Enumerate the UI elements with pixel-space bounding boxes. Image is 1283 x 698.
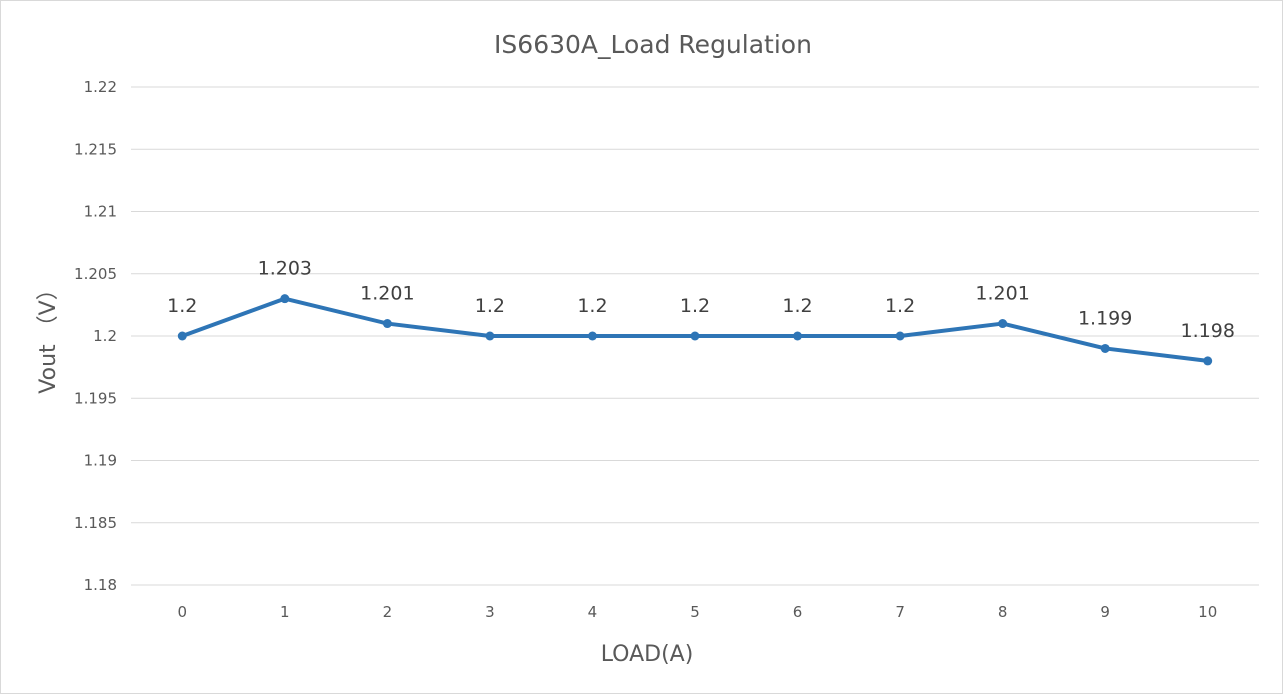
data-point — [587, 331, 597, 341]
y-axis-label: Vout （V） — [36, 278, 61, 393]
data-label: 1.2 — [885, 295, 915, 317]
data-point — [1203, 356, 1213, 366]
data-label: 1.198 — [1181, 320, 1235, 342]
x-tick-label: 10 — [1198, 603, 1217, 621]
y-tick-label: 1.21 — [84, 203, 117, 221]
data-label: 1.2 — [577, 295, 607, 317]
chart-title: IS6630A_Load Regulation — [494, 30, 812, 59]
x-tick-label: 6 — [793, 603, 803, 621]
data-label: 1.2 — [475, 295, 505, 317]
data-point — [998, 319, 1008, 329]
data-label: 1.2 — [167, 295, 197, 317]
y-tick-label: 1.185 — [74, 514, 117, 532]
x-tick-label: 8 — [998, 603, 1008, 621]
x-tick-label: 0 — [177, 603, 187, 621]
x-tick-label: 1 — [280, 603, 290, 621]
y-tick-label: 1.22 — [84, 78, 117, 96]
y-tick-label: 1.195 — [74, 389, 117, 407]
data-label: 1.201 — [360, 283, 414, 305]
data-labels: 1.2 1.203 1.201 1.2 1.2 1.2 1.2 1.2 1.201 1.199 1.… — [167, 258, 1235, 342]
data-point — [690, 331, 700, 341]
x-tick-label: 4 — [588, 603, 598, 621]
x-tick-label: 2 — [383, 603, 393, 621]
data-label: 1.199 — [1078, 307, 1132, 329]
x-axis-ticks: 0 1 2 3 4 5 6 7 8 9 10 — [177, 603, 1217, 621]
y-tick-label: 1.215 — [74, 140, 117, 158]
y-tick-label: 1.18 — [84, 576, 117, 594]
data-point — [793, 331, 803, 341]
x-tick-label: 5 — [690, 603, 700, 621]
x-tick-label: 9 — [1100, 603, 1110, 621]
series-line — [177, 294, 1213, 366]
y-axis-ticks: 1.18 1.185 1.19 1.195 1.2 1.205 1.21 1.215 1.22 — [74, 78, 117, 594]
data-point — [177, 331, 187, 341]
data-point — [895, 331, 905, 341]
data-label: 1.2 — [782, 295, 812, 317]
data-label: 1.2 — [680, 295, 710, 317]
data-point — [485, 331, 495, 341]
y-tick-label: 1.2 — [93, 327, 117, 345]
x-tick-label: 3 — [485, 603, 495, 621]
y-tick-label: 1.205 — [74, 265, 117, 283]
data-label: 1.203 — [258, 258, 312, 280]
x-axis-label: LOAD(A) — [601, 642, 694, 667]
data-point — [382, 319, 392, 329]
data-label: 1.201 — [975, 283, 1029, 305]
data-point — [280, 294, 290, 304]
y-tick-label: 1.19 — [84, 452, 117, 470]
x-tick-label: 7 — [895, 603, 905, 621]
data-point — [1100, 343, 1110, 353]
